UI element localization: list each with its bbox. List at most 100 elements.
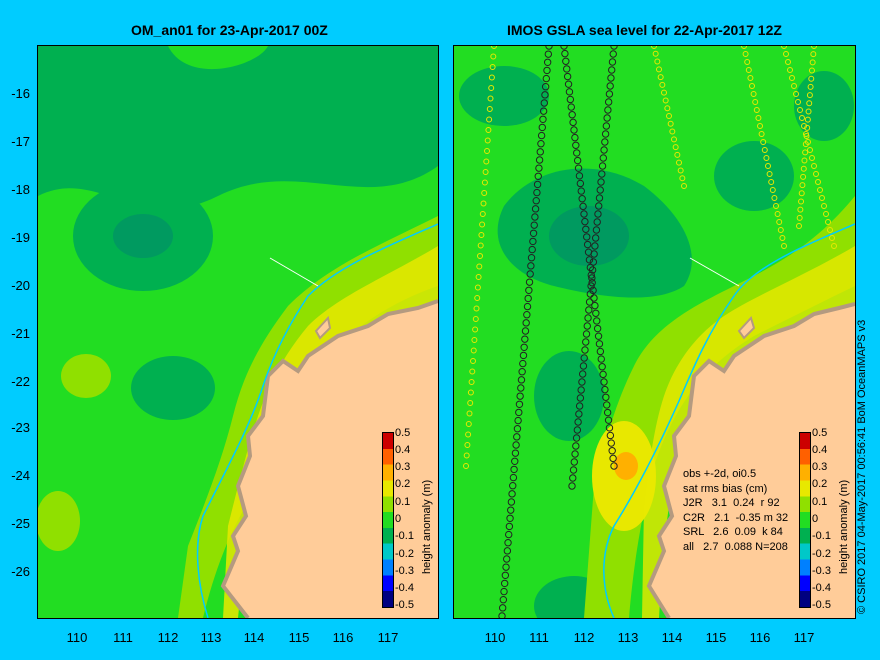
track-marker: [599, 154, 608, 162]
track-marker: [581, 346, 589, 354]
track-marker: [513, 433, 521, 441]
left-panel-title: OM_an01 for 23-Apr-2017 00Z: [131, 22, 328, 38]
colorbar-label-left: height anomaly (m): [421, 479, 433, 574]
track-marker: [563, 65, 571, 73]
track-marker: [583, 233, 591, 241]
track-marker: [676, 159, 682, 166]
track-marker: [799, 115, 805, 121]
track-marker: [659, 81, 666, 88]
track-marker: [481, 179, 488, 186]
track-marker: [806, 92, 813, 99]
track-marker: [810, 51, 817, 58]
track-marker: [573, 149, 581, 157]
y-tick-label: -21: [11, 326, 30, 341]
track-marker: [568, 482, 576, 490]
track-marker: [600, 378, 608, 386]
track-marker: [595, 202, 603, 210]
track-marker: [576, 179, 585, 188]
colorbar-tick-left: -0.2: [395, 548, 414, 560]
track-marker: [531, 205, 540, 213]
track-marker: [571, 450, 579, 458]
track-marker: [465, 421, 472, 427]
track-marker: [582, 225, 590, 233]
track-marker: [484, 148, 490, 154]
track-marker: [567, 103, 575, 111]
track-marker: [566, 95, 575, 104]
track-marker: [588, 266, 597, 274]
track-marker: [488, 85, 495, 91]
track-marker: [598, 162, 607, 170]
track-marker: [777, 227, 784, 233]
colorbar-tick-left: -0.5: [395, 599, 414, 611]
track-marker: [829, 235, 835, 241]
track-marker: [568, 111, 576, 119]
track-marker: [569, 118, 577, 127]
track-marker: [532, 197, 540, 205]
track-marker: [500, 587, 508, 596]
y-tick-label: -18: [11, 182, 30, 197]
track-marker: [598, 363, 606, 371]
track-marker: [771, 195, 778, 201]
x-tick-label-right: 112: [573, 630, 595, 645]
x-tick-label-left: 111: [113, 630, 133, 645]
track-marker: [579, 202, 587, 211]
colorbar-tick-right: 0.2: [812, 478, 828, 490]
track-marker: [467, 389, 474, 396]
track-marker: [607, 74, 615, 82]
track-marker: [577, 386, 585, 394]
track-marker: [527, 262, 535, 270]
track-marker: [481, 190, 488, 196]
track-marker: [831, 243, 837, 249]
track-marker: [606, 82, 614, 90]
track-marker: [674, 151, 681, 158]
track-marker: [466, 410, 473, 417]
track-marker: [591, 234, 600, 242]
track-marker: [521, 327, 530, 335]
x-tick-label-right: 114: [661, 630, 683, 645]
track-marker: [505, 530, 513, 539]
track-marker: [529, 237, 537, 246]
x-tick-label-right: 113: [617, 630, 639, 645]
track-marker: [594, 332, 603, 340]
y-tick-label: -23: [11, 420, 30, 435]
track-marker: [608, 58, 617, 66]
track-marker: [595, 194, 604, 202]
colorbar-tick-left: 0.5: [395, 427, 411, 439]
track-marker: [666, 113, 672, 119]
track-marker: [582, 330, 591, 338]
track-marker: [813, 171, 819, 177]
track-marker: [523, 311, 531, 319]
y-tick-label: -16: [11, 86, 30, 101]
track-marker: [593, 218, 601, 226]
track-marker: [522, 319, 530, 327]
track-marker: [575, 172, 584, 180]
track-marker: [507, 506, 515, 514]
track-marker: [755, 115, 762, 121]
track-marker: [602, 122, 611, 130]
track-marker: [502, 563, 510, 571]
track-marker: [572, 434, 581, 442]
colorbar-tick-right: 0.4: [812, 444, 828, 456]
track-marker: [463, 452, 470, 459]
track-marker: [807, 83, 814, 90]
track-marker: [541, 91, 549, 99]
track-marker: [804, 124, 811, 131]
track-marker: [597, 178, 605, 186]
track-marker: [804, 116, 811, 123]
x-tick-label-left: 115: [288, 630, 310, 645]
track-marker: [593, 324, 602, 333]
colorbar-tick-left: -0.3: [395, 565, 414, 577]
track-marker: [811, 163, 817, 169]
track-marker: [575, 410, 583, 418]
x-tick-label-left: 116: [332, 630, 354, 645]
track-marker: [749, 83, 755, 89]
colorbar-tick-right: 0: [812, 513, 819, 525]
colorbar-tick-left: -0.1: [395, 530, 414, 542]
stats-line: SRL 2.6 0.09 k 84: [683, 526, 783, 538]
track-marker: [604, 98, 613, 106]
stats-annotation: obs +-2d, oi0.5 sat rms bias (cm) J2R 3.1 …: [683, 467, 788, 554]
track-marker: [533, 188, 541, 197]
track-marker: [520, 343, 528, 351]
track-marker: [533, 180, 542, 189]
track-marker: [541, 83, 550, 91]
